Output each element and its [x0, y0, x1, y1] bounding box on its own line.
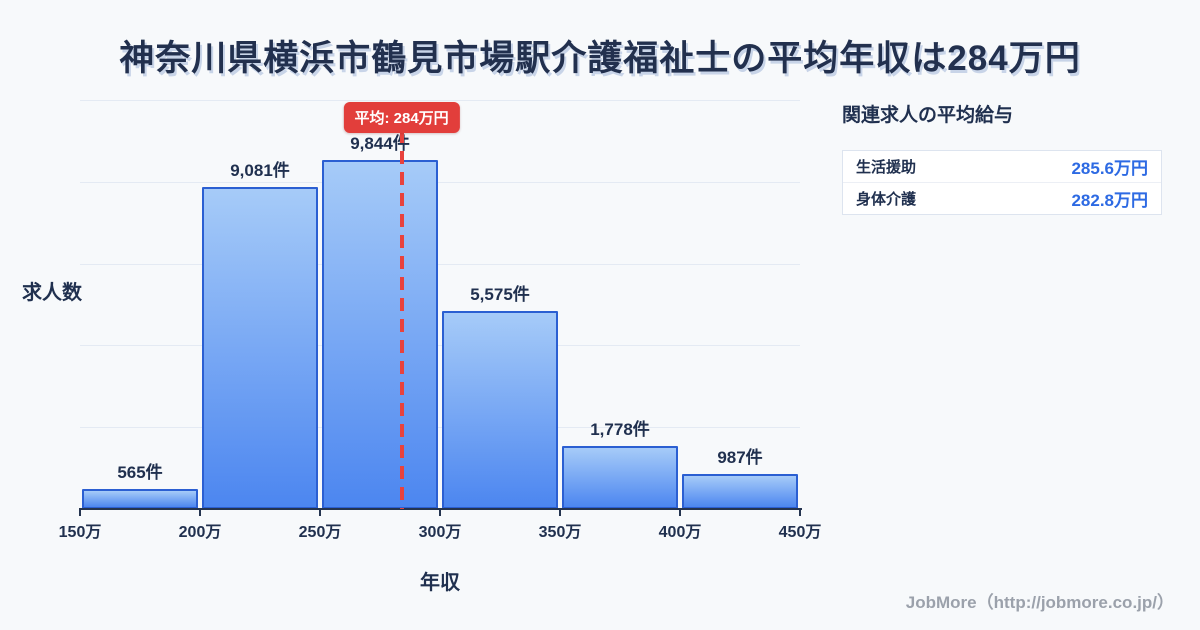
bar-value-label: 9,844件: [350, 134, 410, 153]
jobmore-credit: JobMore（http://jobmore.co.jp/）: [905, 593, 1174, 612]
gridline: [80, 181, 800, 183]
mean-dashed-line: [399, 130, 404, 509]
related-jobs-table: 生活援助 285.6万円 身体介護 282.8万円: [842, 150, 1162, 215]
gridline: [80, 345, 800, 347]
job-salary-value: 285.6万円: [1071, 159, 1148, 178]
bar-value-label: 987件: [717, 448, 763, 467]
table-row: 身体介護 282.8万円: [843, 183, 1161, 214]
gridline: [80, 427, 800, 429]
histogram-bar: [82, 489, 198, 509]
x-axis-tick-label: 150万: [58, 524, 102, 541]
bar-value-label: 5,575件: [470, 285, 530, 304]
job-salary-value: 282.8万円: [1071, 191, 1148, 210]
gridline: [80, 263, 800, 265]
related-jobs-heading: 関連求人の平均給与: [842, 105, 1014, 126]
table-row: 生活援助 285.6万円: [843, 151, 1161, 183]
x-axis-tick-label: 350万: [538, 524, 582, 541]
histogram-bar: [562, 446, 678, 509]
page-title: 神奈川県横浜市鶴見市場駅介護福祉士の平均年収は284万円: [119, 39, 1081, 78]
salary-histogram: 565件 9,081件 9,844件 5,575件 1,778件 987件 150万 200…: [59, 100, 821, 541]
x-axis-tick: [439, 509, 441, 516]
x-axis-tick-label: 300万: [418, 524, 462, 541]
bar-value-label: 9,081件: [230, 161, 290, 180]
x-axis-tick-label: 200万: [178, 524, 222, 541]
gridline: [80, 100, 800, 101]
related-jobs-panel: 関連求人の平均給与 生活援助 285.6万円 身体介護 282.8万円: [842, 100, 1162, 215]
job-type-label: 生活援助: [856, 159, 917, 176]
mean-value-badge: 平均: 284万円: [343, 102, 460, 133]
bar-value-label: 1,778件: [590, 420, 650, 439]
histogram-bar: [322, 160, 438, 509]
x-axis-tick: [319, 509, 321, 516]
job-type-label: 身体介護: [856, 191, 917, 208]
bar-value-label: 565件: [117, 463, 163, 482]
x-axis-tick: [199, 509, 201, 516]
x-axis-tick-label: 400万: [658, 524, 702, 541]
histogram-bar: [682, 474, 798, 509]
x-axis-tick-label: 450万: [778, 524, 822, 541]
x-axis-title: 年収: [420, 572, 460, 594]
x-axis-tick: [799, 509, 801, 516]
histogram-bar: [202, 187, 318, 509]
x-axis-tick: [559, 509, 561, 516]
histogram-bar: [442, 311, 558, 509]
x-axis-tick: [79, 509, 81, 516]
y-axis-title: 求人数: [22, 282, 82, 304]
x-axis-tick: [679, 509, 681, 516]
x-axis-tick-label: 250万: [298, 524, 342, 541]
